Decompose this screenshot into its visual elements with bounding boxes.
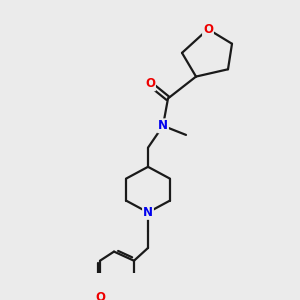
Text: O: O <box>203 23 213 36</box>
Text: N: N <box>158 119 168 132</box>
Text: O: O <box>95 291 105 300</box>
Text: N: N <box>143 206 153 219</box>
Text: O: O <box>145 77 155 90</box>
